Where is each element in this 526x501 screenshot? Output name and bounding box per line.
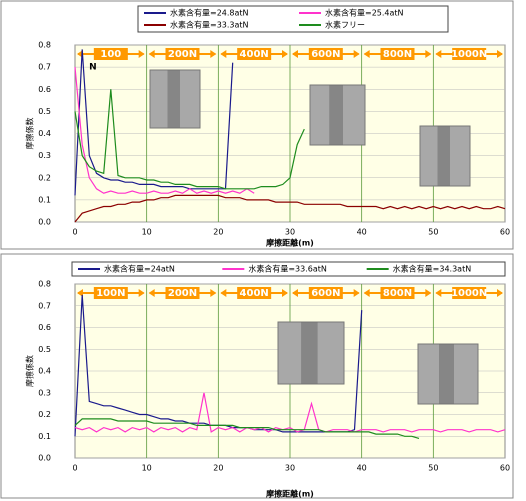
page: 0.0 0.1 0.2 0.3 0.4 0.5 0.6 0.7 0.8 0 10 20 30 40 50 60… [0,0,526,501]
annotation: N [89,63,97,73]
photo-band [168,70,181,128]
y-tick-label: 0.4 [38,129,51,138]
x-tick-label: 0 [72,464,77,473]
x-tick-label: 40 [357,464,367,473]
x-tick-label: 20 [213,228,223,237]
x-tick-label: 10 [142,228,152,237]
legend-label: 水素含有量=24.8atN [170,8,249,18]
legend-label: 水素フリー [325,20,365,30]
y-tick-label: 0.2 [38,173,51,182]
y-tick-label: 0.1 [38,432,51,441]
y-tick-label: 0.5 [38,107,51,116]
stage-label: 800N [383,49,412,60]
y-axis-label: 摩擦係数 [25,118,35,150]
y-tick-label: 0.8 [38,41,51,50]
legend-label: 水素含有量=33.3atN [170,20,249,30]
stage-label: 600N [311,49,340,60]
y-tick-label: 0.8 [38,280,51,289]
y-tick-label: 0.5 [38,345,51,354]
y-tick-label: 0.4 [38,367,51,376]
x-tick-label: 0 [72,228,77,237]
stage-label: 100 [100,49,121,60]
y-tick-label: 0.3 [38,388,51,397]
stage-label: 1000N [451,49,487,60]
legend-label: 水素含有量=24atN [104,264,175,274]
x-tick-label: 10 [142,464,152,473]
x-tick-label: 30 [285,464,295,473]
y-tick-label: 0.6 [38,85,51,94]
y-tick-label: 0.7 [38,63,51,72]
stage-label: 600N [311,288,340,299]
x-tick-label: 30 [285,228,295,237]
y-tick-label: 0.0 [38,454,51,463]
y-tick-label: 0.0 [38,218,51,227]
stage-label: 1000N [451,288,487,299]
legend-label: 水素含有量=25.4atN [325,8,404,18]
y-axis-label: 摩擦係数 [25,355,35,387]
photo-band [438,126,451,186]
y-tick-label: 0.3 [38,151,51,160]
photo-band [439,344,454,404]
stage-label: 200N [168,49,197,60]
x-axis-label: 摩擦距離(m) [265,489,314,499]
x-tick-label: 60 [500,464,510,473]
stage-label: 400N [240,288,269,299]
x-tick-label: 40 [357,228,367,237]
x-tick-label: 50 [428,464,438,473]
photo-band [329,85,343,145]
legend-label: 水素含有量=34.3atN [393,264,472,274]
y-tick-label: 0.2 [38,410,51,419]
y-tick-label: 0.6 [38,323,51,332]
photo-band [301,322,318,384]
x-tick-label: 50 [428,228,438,237]
y-tick-label: 0.7 [38,301,51,310]
stage-label: 800N [383,288,412,299]
figure: 0.0 0.1 0.2 0.3 0.4 0.5 0.6 0.7 0.8 0 10 20 30 40 50 60… [0,0,526,501]
stage-label: 400N [240,49,269,60]
x-tick-label: 60 [500,228,510,237]
x-tick-label: 20 [213,464,223,473]
stage-label: 100N [96,288,125,299]
y-tick-label: 0.1 [38,195,51,204]
stage-label: 200N [168,288,197,299]
x-axis-label: 摩擦距離(m) [265,238,314,248]
legend-label: 水素含有量=33.6atN [248,264,327,274]
